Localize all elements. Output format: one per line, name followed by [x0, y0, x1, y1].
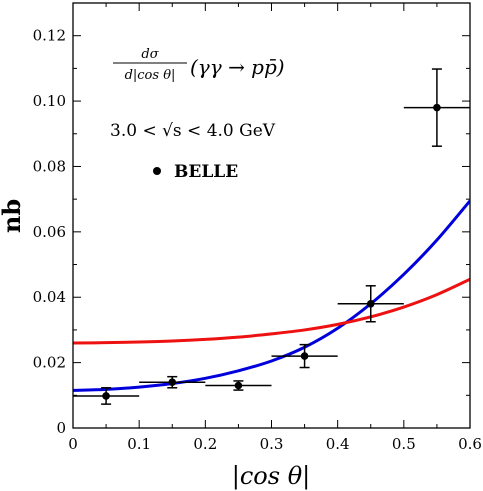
y-axis-title: nb [0, 199, 26, 233]
belle-point [139, 375, 206, 389]
data-marker [433, 103, 441, 112]
x-tick-label: 0.1 [127, 435, 151, 453]
process-annotation: dσ d|cos θ| (γγ → pp̄) [113, 47, 285, 83]
belle-point [73, 387, 140, 405]
data-marker [366, 299, 375, 308]
y-tick-label: 0.04 [33, 288, 66, 306]
legend-label: BELLE [174, 162, 238, 182]
model-curve-1 [73, 199, 470, 392]
x-tick-label: 0 [68, 435, 78, 453]
model-curve-2 [73, 277, 470, 345]
process-label: (γγ → pp̄) [190, 55, 285, 79]
data-marker [300, 352, 309, 360]
data-marker [168, 378, 177, 387]
belle-point [205, 380, 272, 391]
x-tick-label: 0.3 [260, 435, 284, 453]
data-marker [102, 392, 110, 400]
model-curves [73, 199, 470, 392]
x-tick-label: 0.2 [193, 435, 217, 453]
y-tick-label: 0.02 [33, 354, 66, 372]
legend-marker [153, 167, 161, 175]
y-tick-label: 0 [56, 419, 66, 437]
y-tick-label: 0.12 [33, 27, 66, 45]
y-tick-label: 0.08 [33, 157, 66, 175]
axis-ticks [72, 3, 471, 429]
axis-tick-labels: 0 0.1 0.2 0.3 0.4 0.5 0.6 0 0.02 0.04 0.06 0.08 0.10… [33, 27, 482, 453]
fraction-denominator: d|cos θ| [125, 68, 176, 83]
x-tick-label: 0.5 [392, 435, 416, 453]
data-marker [234, 381, 243, 390]
belle-point [271, 343, 338, 369]
energy-range-label: 3.0 < √s < 4.0 GeV [110, 121, 276, 141]
fraction-numerator: dσ [141, 47, 159, 62]
x-tick-label: 0.6 [458, 435, 482, 453]
data-points [73, 68, 470, 405]
y-tick-label: 0.06 [33, 223, 66, 241]
belle-point [337, 285, 404, 323]
y-tick-label: 0.10 [33, 92, 66, 110]
x-axis-title: |cos θ| [232, 462, 310, 491]
belle-point [403, 68, 470, 147]
x-tick-label: 0.4 [326, 435, 350, 453]
